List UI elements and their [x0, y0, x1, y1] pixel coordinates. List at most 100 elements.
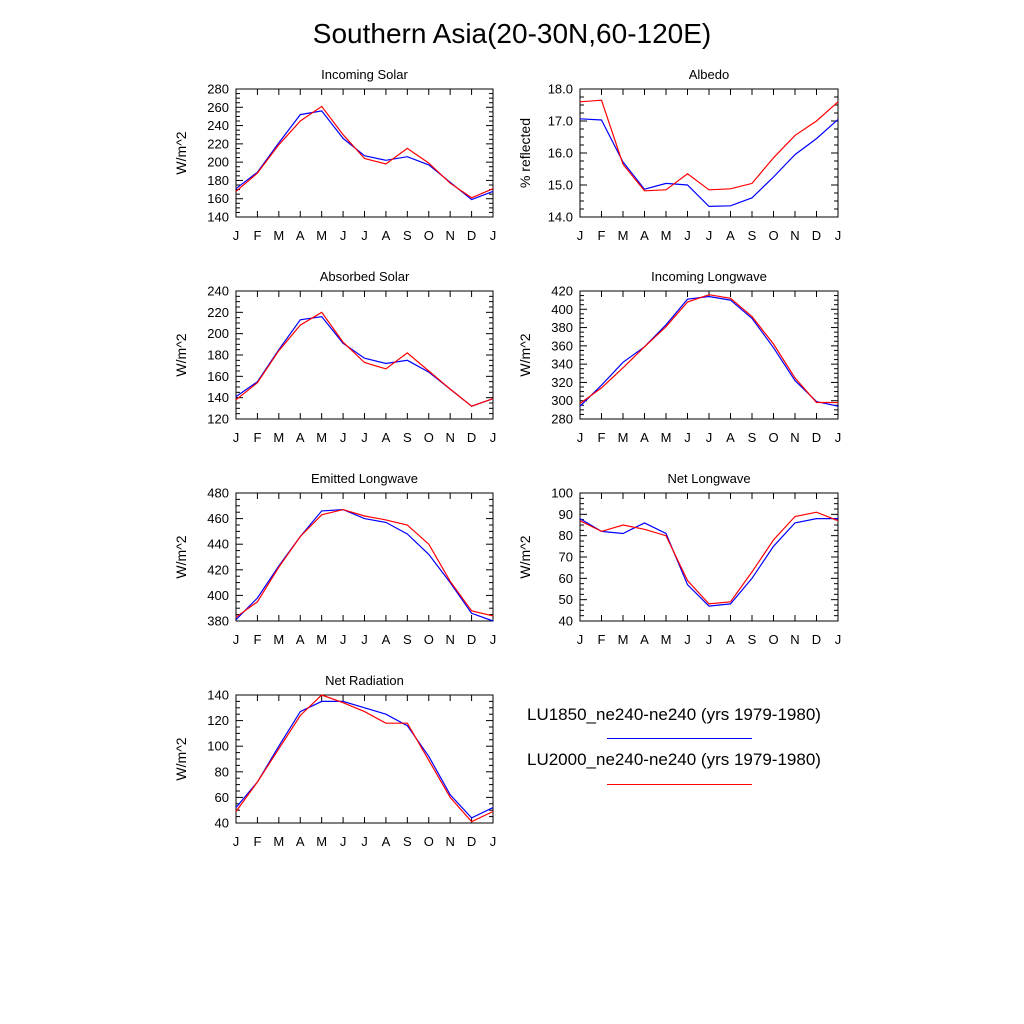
incoming-longwave-x-tick-label: J	[577, 430, 584, 445]
incoming-solar-y-tick-label: 200	[207, 155, 229, 170]
panel-incoming-longwave: J F M A M J J A S O N D J280300320340360380400420W/m…	[517, 269, 841, 445]
emitted-longwave-x-tick-label: M	[273, 632, 284, 647]
absorbed-solar-x-tick-label: J	[490, 430, 497, 445]
net-radiation-panel-title: Net Radiation	[325, 673, 404, 688]
emitted-longwave-x-tick-label: O	[424, 632, 434, 647]
absorbed-solar-x-tick-label: D	[467, 430, 476, 445]
incoming-longwave-x-tick-label: N	[790, 430, 799, 445]
panel-incoming-solar: J F M A M J J A S O N D J140160180200220240260280W/m…	[173, 67, 496, 243]
net-radiation-plot-frame	[235, 694, 494, 824]
absorbed-solar-x-tick-label: A	[296, 430, 305, 445]
net-longwave-panel-title: Net Longwave	[667, 471, 750, 486]
net-radiation-y-axis-label: W/m^2	[173, 737, 189, 780]
emitted-longwave-y-tick-label: 400	[207, 588, 229, 603]
figure-title: Southern Asia(20-30N,60-120E)	[312, 18, 712, 49]
net-longwave-y-tick-label: 80	[559, 528, 573, 543]
net-longwave-plot-frame	[579, 492, 839, 622]
net-longwave-x-tick-label: J	[706, 632, 713, 647]
panel-emitted-longwave: J F M A M J J A S O N D J380400420440460480W/m^2Emit…	[173, 471, 496, 647]
legend-label-lu2000: LU2000_ne240-ne240 (yrs 1979-1980)	[527, 750, 821, 769]
incoming-solar-x-tick-label: A	[382, 228, 391, 243]
emitted-longwave-series-lu2000-line	[235, 508, 494, 618]
albedo-x-tick-label: J	[706, 228, 713, 243]
emitted-longwave-x-tick-label: D	[467, 632, 476, 647]
net-longwave-x-tick-label: J	[577, 632, 584, 647]
albedo-x-tick-label: N	[790, 228, 799, 243]
net-radiation-y-tick-label: 140	[207, 688, 229, 703]
net-longwave-y-axis-label: W/m^2	[517, 535, 533, 578]
emitted-longwave-y-axis-label: W/m^2	[173, 535, 189, 578]
absorbed-solar-x-tick-label: J	[361, 430, 368, 445]
absorbed-solar-x-tick-label: J	[340, 430, 347, 445]
incoming-longwave-x-tick-label: A	[726, 430, 735, 445]
absorbed-solar-x-tick-label: S	[403, 430, 412, 445]
net-longwave-series-lu2000-line	[579, 511, 839, 605]
legend-label-lu1850: LU1850_ne240-ne240 (yrs 1979-1980)	[527, 705, 821, 724]
net-radiation-x-tick-label: D	[467, 834, 476, 849]
incoming-solar-panel-title: Incoming Solar	[321, 67, 408, 82]
net-radiation-y-tick-label: 60	[215, 790, 229, 805]
net-radiation-series-lu2000-line	[235, 694, 494, 823]
absorbed-solar-y-tick-label: 240	[207, 284, 229, 299]
absorbed-solar-x-tick-label: M	[316, 430, 327, 445]
absorbed-solar-panel-title: Absorbed Solar	[320, 269, 410, 284]
incoming-solar-x-tick-label: J	[361, 228, 368, 243]
incoming-longwave-x-tick-label: A	[640, 430, 649, 445]
albedo-x-tick-label: S	[748, 228, 757, 243]
emitted-longwave-y-tick-label: 480	[207, 486, 229, 501]
incoming-solar-y-tick-label: 220	[207, 136, 229, 151]
absorbed-solar-y-tick-label: 120	[207, 412, 229, 427]
incoming-solar-x-tick-label: J	[490, 228, 497, 243]
incoming-longwave-y-tick-label: 360	[551, 338, 573, 353]
net-radiation-x-tick-label: S	[403, 834, 412, 849]
absorbed-solar-x-tick-label: O	[424, 430, 434, 445]
incoming-solar-y-tick-label: 260	[207, 100, 229, 115]
incoming-longwave-x-tick-label: M	[618, 430, 629, 445]
net-longwave-x-tick-label: D	[812, 632, 821, 647]
net-longwave-x-tick-label: M	[661, 632, 672, 647]
albedo-series-lu1850-line	[579, 118, 839, 208]
incoming-solar-y-tick-label: 240	[207, 118, 229, 133]
incoming-longwave-series-lu1850-line	[579, 295, 839, 407]
net-longwave-x-tick-label: F	[598, 632, 606, 647]
net-longwave-y-tick-label: 100	[551, 486, 573, 501]
emitted-longwave-x-tick-label: A	[296, 632, 305, 647]
incoming-longwave-x-tick-label: O	[768, 430, 778, 445]
albedo-x-tick-label: A	[726, 228, 735, 243]
absorbed-solar-x-tick-label: F	[253, 430, 261, 445]
emitted-longwave-x-tick-label: N	[445, 632, 454, 647]
albedo-x-tick-label: M	[618, 228, 629, 243]
net-longwave-y-tick-label: 70	[559, 550, 573, 565]
absorbed-solar-x-tick-label: A	[382, 430, 391, 445]
incoming-solar-x-tick-label: J	[340, 228, 347, 243]
net-radiation-x-tick-label: J	[233, 834, 240, 849]
incoming-solar-series-lu1850-line	[235, 110, 494, 201]
albedo-y-tick-label: 14.0	[548, 210, 573, 225]
incoming-solar-x-tick-label: J	[233, 228, 240, 243]
net-longwave-x-tick-label: M	[618, 632, 629, 647]
net-radiation-series-lu1850-line	[235, 700, 494, 819]
absorbed-solar-y-axis-label: W/m^2	[173, 333, 189, 376]
albedo-x-tick-label: O	[768, 228, 778, 243]
emitted-longwave-plot-frame	[235, 492, 494, 622]
incoming-solar-x-tick-label: F	[253, 228, 261, 243]
incoming-longwave-y-axis-label: W/m^2	[517, 333, 533, 376]
net-longwave-y-tick-label: 50	[559, 592, 573, 607]
incoming-longwave-plot-frame	[579, 290, 839, 420]
incoming-longwave-x-tick-label: J	[684, 430, 691, 445]
absorbed-solar-series-lu2000-line	[235, 311, 494, 407]
absorbed-solar-y-tick-label: 140	[207, 390, 229, 405]
net-radiation-x-tick-label: J	[361, 834, 368, 849]
panel-albedo: J F M A M J J A S O N D J14.015.016.017.018.0% refle…	[517, 67, 841, 243]
net-longwave-x-tick-label: J	[835, 632, 842, 647]
incoming-solar-x-tick-label: M	[273, 228, 284, 243]
emitted-longwave-x-tick-label: J	[233, 632, 240, 647]
net-radiation-x-tick-label: M	[316, 834, 327, 849]
emitted-longwave-x-tick-label: J	[340, 632, 347, 647]
net-longwave-x-tick-label: A	[640, 632, 649, 647]
albedo-y-tick-label: 16.0	[548, 146, 573, 161]
albedo-panel-title: Albedo	[689, 67, 729, 82]
absorbed-solar-y-tick-label: 180	[207, 348, 229, 363]
